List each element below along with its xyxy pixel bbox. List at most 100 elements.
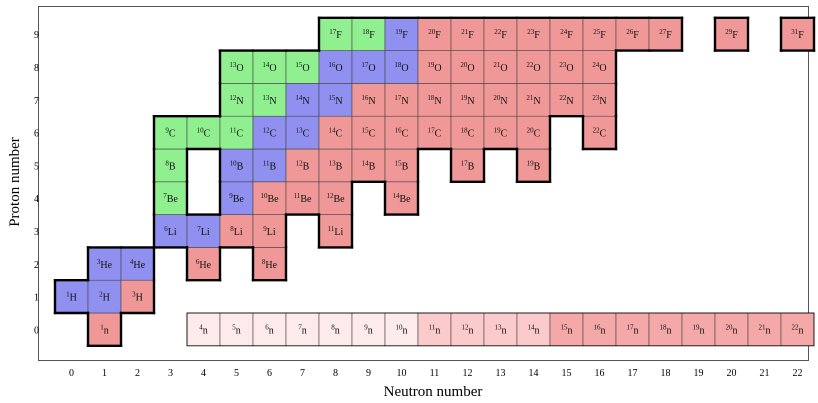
x-tick-label: 0 bbox=[69, 368, 74, 379]
y-axis-label: Proton number bbox=[7, 137, 23, 227]
x-tick-label: 17 bbox=[628, 368, 638, 379]
mass-number: 9 bbox=[229, 192, 233, 200]
stability-outline bbox=[53, 16, 816, 347]
mass-number: 12 bbox=[462, 323, 470, 331]
nuclide-cell-fill bbox=[582, 17, 617, 51]
element-symbol: Li bbox=[201, 227, 210, 238]
mass-number: 18 bbox=[660, 323, 668, 331]
nuclide-cell-fill bbox=[615, 312, 650, 347]
nuclide-label: 13n bbox=[495, 323, 507, 336]
nuclide-label: 6Li bbox=[164, 225, 177, 238]
x-tick-label: 15 bbox=[562, 368, 572, 379]
element-symbol: B bbox=[303, 161, 310, 172]
element-symbol: N bbox=[236, 96, 243, 107]
nuclide-label: 7Be bbox=[163, 192, 178, 205]
nuclide-cell: 23N bbox=[582, 83, 617, 117]
element-symbol: Li bbox=[168, 227, 177, 238]
nuclide-cell: 12B bbox=[285, 148, 320, 183]
mass-number: 20 bbox=[460, 61, 468, 69]
nuclide-cell: 7Be bbox=[153, 181, 188, 215]
nuclide-label: 21O bbox=[493, 61, 507, 74]
mass-number: 24 bbox=[560, 28, 568, 36]
element-symbol: n bbox=[601, 325, 606, 336]
nuclide-cell-fill bbox=[186, 247, 221, 281]
x-tick-label: 8 bbox=[333, 368, 338, 379]
element-symbol: C bbox=[468, 129, 475, 140]
mass-number: 5 bbox=[232, 323, 236, 331]
mass-number: 13 bbox=[495, 323, 503, 331]
nuclide-cell: 13B bbox=[318, 148, 353, 183]
element-symbol: B bbox=[270, 161, 277, 172]
nuclide-cell: 2H bbox=[87, 279, 122, 314]
mass-number: 21 bbox=[759, 323, 767, 331]
nuclide-cell-fill bbox=[285, 148, 320, 183]
element-symbol: He bbox=[133, 260, 145, 271]
nuclide-label: 18n bbox=[660, 323, 672, 336]
mass-number: 15 bbox=[295, 61, 303, 69]
element-symbol: N bbox=[335, 96, 342, 107]
element-symbol: C bbox=[435, 129, 442, 140]
nuclide-cell: 6n bbox=[252, 312, 287, 347]
nuclide-label: 11Li bbox=[328, 225, 344, 238]
mass-number: 12 bbox=[229, 94, 237, 102]
element-symbol: C bbox=[237, 129, 244, 140]
nuclide-cell: 13N bbox=[252, 83, 287, 117]
nuclide-cell-fill bbox=[318, 83, 353, 117]
nuclide-cell: 15O bbox=[285, 50, 320, 84]
nuclide-label: 15C bbox=[362, 127, 376, 140]
nuclide-cell: 15n bbox=[549, 312, 584, 347]
nuclide-label: 16N bbox=[361, 94, 375, 107]
nuclide-cell-fill bbox=[450, 115, 485, 150]
element-symbol: N bbox=[302, 96, 309, 107]
nuclide-cell-fill bbox=[252, 247, 287, 281]
mass-number: 16 bbox=[594, 323, 602, 331]
nuclide-label: 13B bbox=[329, 159, 343, 172]
plot-frame bbox=[38, 6, 809, 361]
element-symbol: C bbox=[336, 129, 343, 140]
element-symbol: n bbox=[502, 325, 507, 336]
nuclide-cell: 14B bbox=[351, 148, 386, 183]
nuclide-cell: 8n bbox=[318, 312, 353, 347]
element-symbol: N bbox=[500, 96, 507, 107]
nuclide-cell-fill bbox=[252, 83, 287, 117]
x-tick-label: 19 bbox=[694, 368, 704, 379]
nuclide-label: 10B bbox=[230, 159, 244, 172]
element-symbol: n bbox=[733, 325, 738, 336]
mass-number: 11 bbox=[328, 225, 335, 233]
nuclide-label: 6He bbox=[196, 258, 212, 271]
nuclide-cell: 8B bbox=[153, 148, 188, 183]
nuclide-cell-fill bbox=[648, 17, 683, 51]
element-symbol: B bbox=[369, 161, 376, 172]
nuclide-cell: 16N bbox=[351, 83, 386, 117]
nuclide-cell: 3H bbox=[120, 279, 155, 314]
nuclide-label: 21n bbox=[759, 323, 771, 336]
nuclide-label: 14n bbox=[528, 323, 540, 336]
nuclide-cell: 12C bbox=[252, 115, 287, 150]
x-tick-label: 6 bbox=[267, 368, 272, 379]
mass-number: 21 bbox=[493, 61, 501, 69]
mass-number: 20 bbox=[527, 127, 535, 135]
mass-number: 13 bbox=[262, 94, 270, 102]
element-symbol: C bbox=[270, 129, 277, 140]
nuclide-label: 2H bbox=[99, 291, 110, 304]
element-symbol: F bbox=[501, 30, 507, 41]
nuclide-cell: 24F bbox=[549, 17, 584, 51]
nuclide-cell: 18n bbox=[648, 312, 683, 347]
nuclide-label: 12N bbox=[229, 94, 243, 107]
element-symbol: B bbox=[237, 161, 244, 172]
nuclide-label: 10Be bbox=[260, 192, 279, 205]
nuclide-label: 11C bbox=[230, 127, 244, 140]
nuclide-cell: 19B bbox=[516, 148, 551, 183]
mass-number: 27 bbox=[659, 28, 667, 36]
element-symbol: F bbox=[567, 30, 573, 41]
element-symbol: B bbox=[402, 161, 409, 172]
mass-number: 15 bbox=[395, 159, 403, 167]
nuclide-cell-fill bbox=[384, 148, 419, 183]
mass-number: 15 bbox=[362, 127, 370, 135]
mass-number: 16 bbox=[395, 127, 403, 135]
nuclide-cell: 21O bbox=[483, 50, 518, 84]
nuclide-label: 19B bbox=[527, 159, 541, 172]
mass-number: 3 bbox=[132, 291, 136, 299]
element-symbol: C bbox=[204, 129, 211, 140]
